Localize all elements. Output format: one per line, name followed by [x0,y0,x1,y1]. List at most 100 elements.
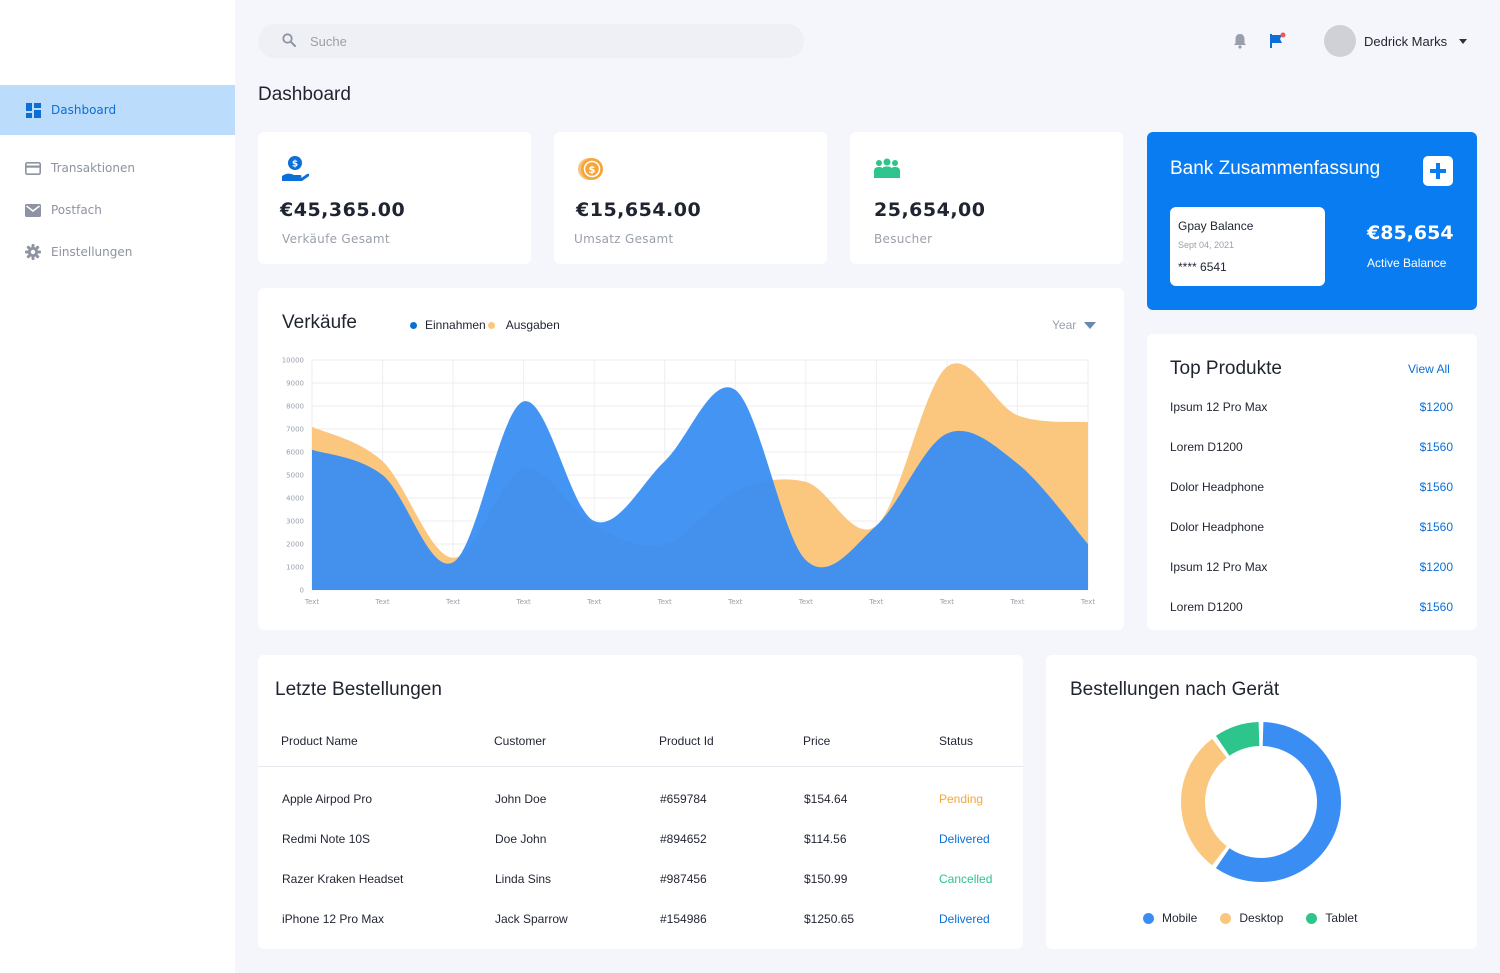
user-menu[interactable]: Dedrick Marks [1324,25,1468,57]
search-bar [258,24,804,58]
table-cell-status: Cancelled [939,872,993,886]
gear-icon [25,244,41,260]
table-cell-customer: John Doe [495,792,547,806]
sidebar-item-label: Postfach [51,203,102,217]
x-tick-label: Text [374,598,389,606]
list-item[interactable]: Lorem D1200 $1560 [1170,600,1453,614]
chevron-down-icon [1459,38,1468,44]
column-header: Price [803,734,831,748]
table-cell-price: $150.99 [804,872,848,886]
top-products-title: Top Produkte [1170,358,1282,379]
column-header: Product Id [659,734,714,748]
y-tick-label: 9000 [286,380,304,388]
x-tick-label: Text [304,598,319,606]
list-item[interactable]: Ipsum 12 Pro Max $1200 [1170,560,1453,574]
x-tick-label: Text [868,598,883,606]
bank-summary-card: Bank Zusammenfassung Gpay Balance Sept 0… [1147,132,1477,310]
product-price: $1200 [1419,400,1453,414]
sales-legend: Einnahmen Ausgaben [410,318,560,332]
product-name: Ipsum 12 Pro Max [1170,560,1268,574]
legend-dot [487,321,495,329]
view-all-link[interactable]: View All [1408,362,1450,376]
add-icon[interactable] [1423,156,1453,186]
sales-chart: 0 1000 2000 3000 4000 5000 6000 7000 8000 9000 100… [282,357,1096,607]
page-title: Dashboard [258,84,351,105]
top-products-card: Top Produkte View All Ipsum 12 Pro Max $1… [1147,334,1477,630]
stat-value: 25,654,00 [874,199,986,221]
balance-label: Active Balance [1367,256,1447,270]
devices-donut-chart [1181,722,1341,882]
stat-label: Besucher [874,232,933,246]
orders-card: Letzte Bestellungen [258,655,1023,949]
y-tick-label: 8000 [286,403,304,411]
sidebar-item-postfach[interactable]: Postfach [0,189,235,231]
bell-icon[interactable] [1231,32,1249,50]
product-name: Dolor Headphone [1170,520,1265,534]
x-tick-label: Text [727,598,742,606]
x-tick-label: Text [657,598,672,606]
devices-card: Bestellungen nach Gerät Mobile Desktop T… [1046,655,1477,949]
product-name: Lorem D1200 [1170,440,1243,454]
legend-dot [1306,912,1318,924]
search-input[interactable] [310,33,770,49]
column-header: Customer [494,734,547,748]
sidebar-item-einstellungen[interactable]: Einstellungen [0,231,235,273]
table-cell-customer: Jack Sparrow [495,912,568,926]
sidebar-item-transaktionen[interactable]: Transaktionen [0,147,235,189]
product-price: $1560 [1419,480,1453,494]
y-tick-label: 2000 [286,541,304,549]
stat-value: €45,365.00 [280,199,406,221]
series-area-einnahmen [312,387,1088,590]
sidebar-item-dashboard[interactable]: Dashboard [0,85,235,135]
product-name: Lorem D1200 [1170,600,1243,614]
table-cell-status: Pending [939,792,984,806]
donut-slice-desktop [1181,738,1228,866]
table-cell-status: Delivered [939,832,990,846]
table-cell-id: #987456 [660,872,707,886]
period-select[interactable]: Year [1052,318,1097,332]
sales-chart-card: Verkäufe Einnahmen Ausgaben Year 0 1000 20… [258,288,1124,630]
table-cell-product: Apple Airpod Pro [282,792,373,806]
product-price: $1560 [1419,600,1453,614]
gpay-number: **** 6541 [1178,260,1227,274]
sidebar-item-label: Dashboard [51,103,117,117]
sidebar-item-label: Einstellungen [51,245,133,259]
legend-dot [410,321,417,329]
table-cell-id: #894652 [660,832,707,846]
gpay-title: Gpay Balance [1178,219,1254,233]
stat-card-sales: $ €45,365.00 Verkäufe Gesamt [258,132,531,264]
x-tick-label: Text [798,598,813,606]
sidebar-item-label: Transaktionen [51,161,135,175]
table-cell-price: $114.56 [804,832,847,846]
x-tick-label: Text [586,598,601,606]
table-cell-customer: Doe John [495,832,547,846]
search-icon [282,32,296,51]
stat-label: Umsatz Gesamt [574,232,674,246]
stat-card-revenue: $ €15,654.00 Umsatz Gesamt [554,132,827,264]
period-label: Year [1052,318,1077,332]
devices-title: Bestellungen nach Gerät [1070,679,1280,700]
table-cell-status: Delivered [939,912,990,926]
gpay-card[interactable]: Gpay Balance Sept 04, 2021 **** 6541 [1170,207,1325,286]
sidebar: Dashboard Transaktionen Postfach Einstel… [0,0,235,973]
devices-legend: Mobile Desktop Tablet [1143,911,1357,925]
y-tick-label: 3000 [286,518,304,526]
legend-label: Einnahmen [425,318,486,332]
list-item[interactable]: Dolor Headphone $1560 [1170,480,1453,494]
list-item[interactable]: Lorem D1200 $1560 [1170,440,1453,454]
stat-value: €15,654.00 [576,199,702,221]
list-item[interactable]: Ipsum 12 Pro Max $1200 [1170,400,1453,414]
product-name: Dolor Headphone [1170,480,1265,494]
legend-label: Tablet [1325,911,1358,925]
y-tick-label: 7000 [286,426,304,434]
user-name: Dedrick Marks [1364,33,1448,49]
table-divider [258,766,1023,767]
product-name: Ipsum 12 Pro Max [1170,400,1268,414]
list-item[interactable]: Dolor Headphone $1560 [1170,520,1453,534]
product-price: $1560 [1419,440,1453,454]
coin-icon: $ [576,154,606,184]
legend-dot [1143,912,1154,924]
flag-icon[interactable] [1269,32,1287,50]
credit-card-icon [25,160,41,176]
product-price: $1560 [1419,520,1453,534]
